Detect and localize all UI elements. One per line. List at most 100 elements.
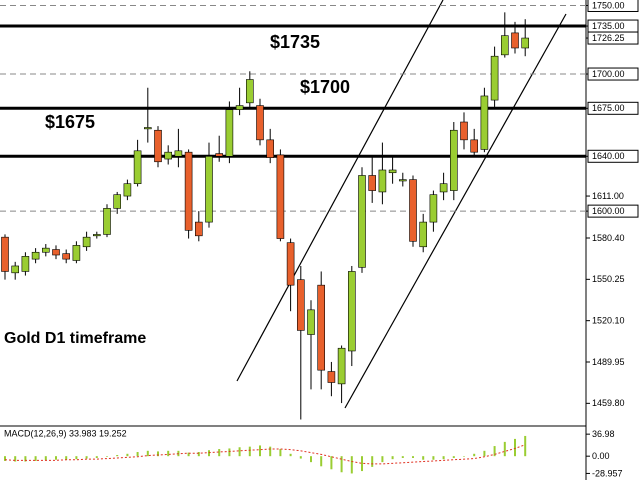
candle-body	[358, 175, 366, 268]
macd-bar	[146, 450, 149, 457]
y-tick-label: 1459.80	[592, 398, 625, 408]
macd-bar	[126, 453, 129, 457]
candle-body	[144, 127, 152, 130]
macd-bar	[289, 453, 292, 457]
macd-bar	[514, 438, 516, 457]
macd-bar	[65, 456, 68, 460]
macd-bar	[442, 456, 445, 460]
macd-bar	[187, 452, 190, 457]
macd-bar	[4, 456, 6, 461]
y-tick-box	[587, 204, 639, 218]
y-tick-label: -28.957	[592, 468, 623, 478]
macd-bar	[463, 456, 465, 457]
macd-bar	[473, 453, 476, 457]
candle-body	[317, 284, 326, 371]
candle-body	[235, 105, 244, 110]
macd-bar	[75, 456, 78, 460]
candle-body	[368, 175, 377, 191]
y-tick-label: 1580.40	[592, 233, 625, 243]
candle-body	[296, 279, 305, 331]
macd-bar	[381, 456, 384, 463]
macd-bar	[412, 456, 414, 458]
candle-body	[429, 194, 438, 223]
y-tick-box	[587, 149, 639, 163]
candle-body	[62, 253, 71, 260]
candle-body	[337, 347, 346, 385]
y-tick-label: 36.98	[592, 429, 615, 439]
candle-body	[174, 150, 183, 157]
macd-bar	[55, 456, 57, 460]
candle-body	[215, 153, 223, 157]
macd-bar	[85, 456, 88, 459]
annotation: $1735	[270, 32, 320, 52]
candle-body	[398, 179, 407, 182]
y-tick-label: 1489.95	[592, 357, 625, 367]
candle-body	[1, 236, 9, 272]
candle-body	[82, 236, 91, 248]
macd-bar	[350, 456, 353, 474]
candle-body	[419, 221, 428, 248]
signal-line	[4, 444, 526, 465]
candle-body	[184, 151, 193, 231]
candle-body	[133, 150, 142, 185]
macd-bar	[361, 456, 363, 472]
macd-bar	[208, 450, 210, 457]
candle-body	[103, 208, 111, 235]
macd-bar	[14, 456, 17, 462]
y-tick-label: 0.00	[592, 451, 610, 461]
macd-bar	[95, 456, 98, 458]
candle-body	[500, 35, 509, 56]
candle-body	[409, 179, 417, 242]
annotation: $1700	[300, 77, 350, 97]
candle-body	[93, 234, 101, 237]
candle-body	[225, 109, 234, 157]
y-tick-label: 1750.00	[592, 0, 625, 10]
macd-bar	[432, 456, 435, 460]
candle-body	[164, 151, 172, 160]
candle-body	[439, 183, 448, 193]
macd-bar	[483, 450, 486, 457]
macd-bar	[279, 449, 282, 457]
y-tick-box	[587, 31, 639, 45]
macd-bar	[157, 451, 159, 457]
candle-body	[470, 139, 479, 153]
candle-body	[256, 105, 264, 141]
candle-body	[41, 247, 50, 253]
macd-bar	[248, 446, 251, 457]
candle-body	[246, 79, 254, 104]
macd-bar	[320, 456, 323, 467]
macd-bar	[24, 456, 27, 462]
macd-bar	[116, 454, 119, 457]
macd-bar	[422, 456, 425, 460]
macd-bar	[44, 456, 47, 461]
y-tick-label: 1640.00	[592, 151, 625, 161]
macd-bar	[106, 456, 108, 457]
y-tick-label: 1550.25	[592, 274, 625, 284]
macd-bar	[136, 452, 139, 457]
macd-bar	[503, 441, 506, 457]
macd-bar	[340, 456, 343, 473]
macd-bar	[228, 448, 231, 457]
candle-body	[490, 55, 499, 101]
candle-body	[449, 129, 458, 191]
candle-body	[205, 155, 213, 223]
candle-body	[521, 37, 530, 49]
y-tick-box	[587, 0, 639, 12]
candle-body	[154, 129, 162, 163]
macd-bar	[330, 456, 333, 470]
macd-bar	[524, 435, 527, 457]
candle-body	[195, 221, 203, 237]
macd-bar	[238, 447, 241, 457]
y-tick-label: 1726.25	[592, 33, 625, 43]
macd-bar	[299, 456, 302, 459]
annotation: $1675	[45, 112, 95, 132]
macd-bar	[391, 456, 394, 460]
candle-body	[327, 371, 336, 383]
candle-body	[460, 121, 468, 141]
candle-body	[276, 154, 285, 239]
chart-title: Gold D1 timeframe	[4, 330, 146, 347]
channel-line	[236, 0, 444, 382]
candle-body	[307, 309, 315, 335]
